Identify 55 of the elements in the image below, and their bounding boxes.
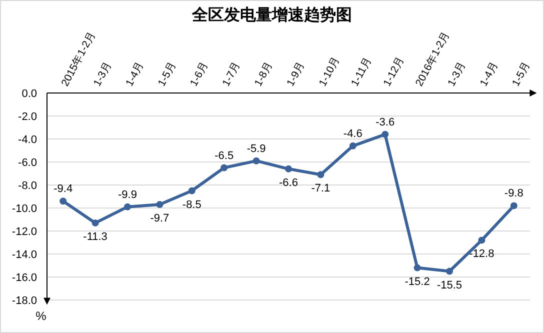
point — [349, 142, 356, 150]
data-label: -3.6 — [376, 116, 395, 128]
y-tick-label: -14.0 — [12, 249, 37, 261]
y-tick-label: -18.0 — [12, 295, 37, 307]
data-label: -6.5 — [214, 150, 234, 162]
y-tick-label: -4.0 — [18, 134, 37, 146]
point — [285, 165, 292, 172]
x-tick-label: 1-4月 — [478, 60, 501, 88]
x-tick-label: 1-6月 — [188, 60, 211, 88]
chart-title: 全区发电量增速趋势图 — [191, 6, 352, 24]
x-tick-label: 1-4月 — [124, 60, 146, 88]
y-tick-label: -10.0 — [12, 203, 37, 215]
y-tick-label: -6.0 — [18, 157, 37, 169]
data-label: -15.2 — [404, 276, 430, 288]
point — [510, 202, 518, 210]
x-tick-label: 1-5月 — [510, 60, 533, 88]
data-label: -9.8 — [504, 188, 524, 200]
data-label: -11.3 — [83, 230, 108, 243]
data-label: -15.5 — [436, 279, 462, 292]
x-tick-label: 1-8月 — [252, 60, 276, 88]
point — [414, 264, 421, 272]
x-tick-label: 1-3月 — [446, 60, 468, 88]
x-tick-label: 1-5月 — [156, 60, 179, 88]
point — [220, 164, 228, 172]
data-label: -8.5 — [182, 198, 202, 211]
data-label: -9.9 — [118, 188, 137, 201]
y-tick-label: -2.0 — [18, 111, 37, 123]
y-tick-label: -8.0 — [18, 180, 37, 192]
x-tick-label: 1-9月 — [284, 60, 308, 88]
point — [156, 201, 164, 208]
data-label: -7.1 — [311, 182, 330, 195]
x-tick-label: 1-11月 — [348, 55, 374, 88]
point — [252, 157, 260, 164]
y-tick-label: -16.0 — [12, 272, 37, 284]
data-label: -6.6 — [279, 176, 298, 189]
point — [446, 268, 453, 275]
y-axis-title: % — [36, 309, 47, 323]
y-tick-label: 0.0 — [22, 88, 37, 100]
data-label: -9.7 — [150, 212, 170, 225]
y-tick-label: -12.0 — [12, 226, 37, 238]
point — [382, 130, 389, 138]
point — [478, 236, 486, 244]
data-label: -9.4 — [54, 183, 73, 196]
x-tick-label: 1-7月 — [220, 60, 244, 88]
x-tick-label: 1-3月 — [91, 60, 114, 88]
point — [124, 203, 131, 210]
data-label: -5.9 — [246, 142, 266, 155]
x-tick-label: 1-10月 — [316, 54, 342, 88]
point — [317, 171, 324, 178]
data-label: -12.8 — [469, 248, 494, 260]
point — [60, 198, 67, 205]
point — [92, 219, 99, 226]
data-label: -4.6 — [343, 128, 362, 140]
point — [188, 187, 196, 194]
x-tick-label: 1-12月 — [381, 54, 407, 88]
